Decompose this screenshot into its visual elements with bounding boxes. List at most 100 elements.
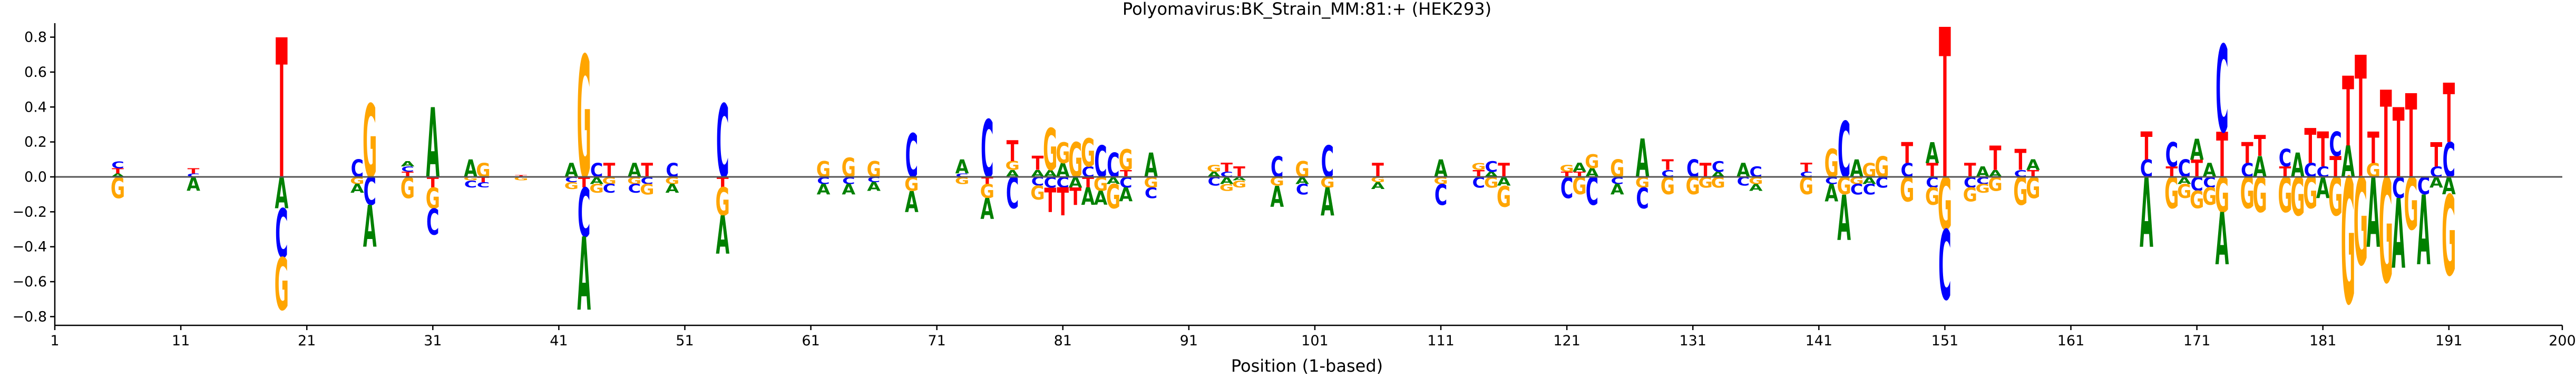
- logo-letter-g: G: [1925, 183, 1939, 211]
- logo-letter-a: A: [666, 182, 679, 195]
- logo-letter-c: C: [641, 175, 653, 186]
- logo-letter-g: G: [1081, 131, 1095, 176]
- logo-letter-c: C: [1863, 182, 1876, 198]
- logo-letter-g: G: [1068, 133, 1082, 188]
- logo-letter-g: G: [1849, 175, 1863, 186]
- logo-letter-c: C: [477, 181, 490, 190]
- logo-letter-t: T: [2443, 67, 2455, 162]
- logo-letter-c: C: [2216, 21, 2228, 160]
- logo-letter-t: T: [2254, 129, 2266, 163]
- x-tick-label: 51: [676, 333, 694, 349]
- logo-letter-g: G: [640, 182, 654, 198]
- x-axis-ticks: 1 11 21 31 41 51 61 71 81 91 101 111 121 131 141 151 161…: [50, 325, 2576, 349]
- logo-letter-g: G: [577, 22, 591, 217]
- logo-letter-c: C: [1006, 168, 1019, 219]
- logo-letter-a: A: [1573, 161, 1586, 174]
- x-tick-label: 91: [1180, 333, 1198, 349]
- logo-letter-t: T: [2141, 124, 2153, 169]
- logo-letter-g: G: [1030, 183, 1045, 205]
- logo-letter-c: C: [628, 182, 641, 195]
- logo-letter-a: A: [1119, 184, 1133, 206]
- logo-letter-c: C: [578, 174, 590, 252]
- logo-letter-c: C: [1081, 164, 1094, 181]
- logo-letter-a: A: [1926, 136, 1939, 170]
- logo-letter-g: G: [627, 175, 641, 186]
- logo-letter-a: A: [1824, 180, 1838, 207]
- logo-letter-c: C: [2241, 160, 2253, 182]
- logo-letter-a: A: [1611, 182, 1624, 198]
- logo-letter-t: T: [2355, 22, 2367, 217]
- logo-letter-t: T: [2431, 135, 2443, 174]
- logo-letter-t: T: [1221, 161, 1233, 174]
- logo-letter-c: C: [1976, 175, 1989, 186]
- logo-letter-a: A: [564, 160, 578, 182]
- x-tick-label: 171: [2183, 333, 2211, 349]
- logo-letter-t: T: [1069, 183, 1081, 211]
- x-tick-label: 121: [1553, 333, 1580, 349]
- logo-letter-g: G: [716, 180, 730, 225]
- x-tick-label: 111: [1427, 333, 1455, 349]
- logo-letter-g: G: [955, 175, 969, 186]
- logo-letter-c: C: [981, 104, 993, 196]
- logo-letter-g: G: [2240, 168, 2255, 219]
- logo-letter-a: A: [2253, 150, 2267, 184]
- logo-letter-g: G: [866, 157, 881, 182]
- x-tick-label: 200: [2549, 333, 2576, 349]
- logo-letter-g: G: [1043, 117, 1057, 184]
- logo-letter-a: A: [2366, 158, 2380, 269]
- x-tick-label: 161: [2057, 333, 2085, 349]
- logo-letter-g: G: [2366, 160, 2380, 182]
- logo-letter-c: C: [1938, 211, 1951, 322]
- logo-letter-a: A: [817, 182, 831, 198]
- logo-letter-a: A: [2417, 176, 2431, 287]
- logo-letter-g: G: [1610, 155, 1624, 183]
- y-tick-label: −0.4: [12, 239, 47, 255]
- logo-letter-g: G: [463, 176, 477, 182]
- logo-letter-g: G: [2404, 163, 2418, 246]
- x-tick-label: 11: [172, 333, 190, 349]
- logo-letter-a: A: [111, 172, 125, 178]
- logo-letter-g: G: [2290, 166, 2305, 228]
- logo-letter-c: C: [1900, 160, 1913, 182]
- logo-letter-g: G: [2442, 173, 2456, 301]
- y-tick-label: 0.8: [24, 29, 47, 46]
- logo-letter-c: C: [1750, 164, 1762, 181]
- logo-letter-g: G: [1371, 176, 1385, 184]
- logo-letter-a: A: [628, 160, 641, 182]
- logo-letter-c: C: [1838, 106, 1850, 195]
- logo-letter-g: G: [1207, 163, 1221, 174]
- logo-letter-c: C: [590, 160, 603, 182]
- logo-letter-t: T: [112, 167, 124, 175]
- logo-letter-c: C: [603, 182, 616, 195]
- logo-letter-c: C: [1636, 182, 1648, 215]
- logo-letter-t: T: [2329, 150, 2341, 184]
- logo-letter-t: T: [1057, 180, 1069, 225]
- logo-letter-g: G: [1824, 142, 1839, 186]
- y-tick-label: 0.2: [24, 134, 47, 151]
- logo-letter-g: G: [2202, 183, 2217, 211]
- logo-letter-a: A: [1220, 175, 1234, 186]
- logo-letter-g: G: [1005, 159, 1019, 173]
- logo-letter-a: A: [2216, 198, 2229, 282]
- logo-letter-a: A: [1736, 160, 1750, 182]
- logo-letter-a: A: [980, 192, 994, 226]
- logo-letter-c: C: [1107, 146, 1119, 185]
- logo-letter-t: T: [2342, 57, 2354, 168]
- logo-letter-c: C: [1271, 150, 1283, 184]
- logo-letter-g: G: [2190, 187, 2204, 214]
- logo-letter-a: A: [1094, 188, 1108, 210]
- logo-letter-t: T: [1901, 136, 1913, 170]
- logo-letter-a: A: [1434, 155, 1448, 183]
- logo-letter-t: T: [2216, 120, 2228, 192]
- y-tick-label: −0.6: [12, 274, 47, 290]
- logo-letter-t: T: [2380, 66, 2392, 205]
- logo-letter-g: G: [1975, 182, 1989, 195]
- logo-letter-g: G: [1433, 175, 1448, 186]
- logo-letter-c: C: [2430, 164, 2443, 181]
- logo-letter-g: G: [589, 182, 603, 195]
- logo-letter-t: T: [1939, 0, 1951, 226]
- x-tick-label: 101: [1301, 333, 1329, 349]
- logo-letter-t: T: [2405, 70, 2417, 204]
- logo-letter-g: G: [1875, 150, 1889, 184]
